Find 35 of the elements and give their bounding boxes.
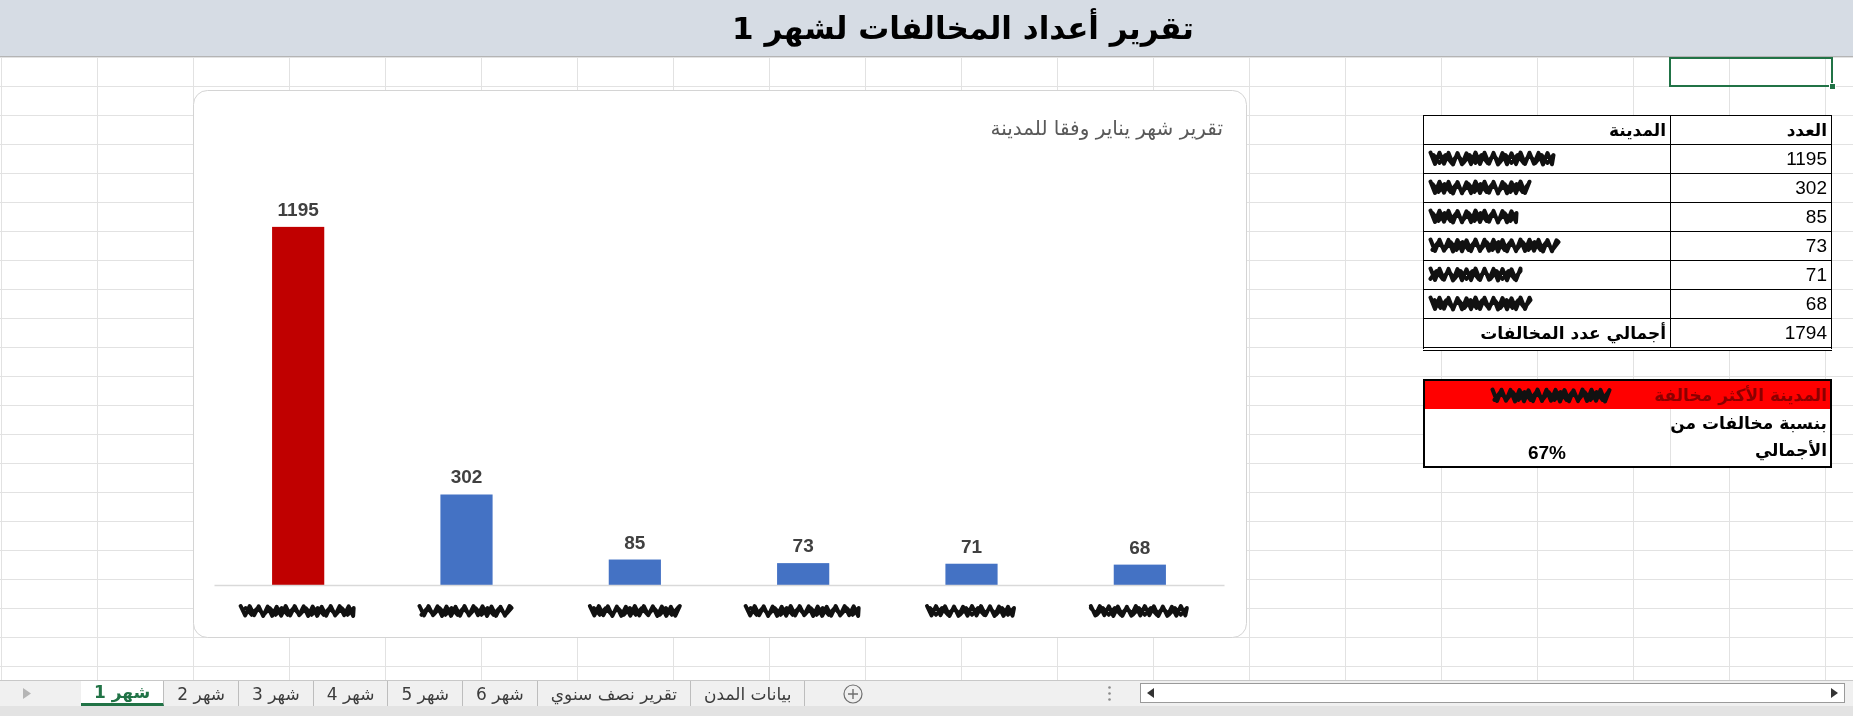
- sheet-tab: شهر 5: [388, 681, 464, 706]
- sheet-tab: شهر 1: [81, 681, 165, 706]
- bar: [608, 559, 661, 585]
- sheet-tab: تقرير نصف سنوي: [537, 681, 691, 706]
- data-label: 302: [450, 466, 483, 488]
- text: تقرير أعداد المخالفات لشهر 1: [732, 8, 1194, 48]
- bar: [1113, 564, 1166, 585]
- text: 302: [1795, 177, 1827, 199]
- text: 67%: [1527, 442, 1567, 464]
- sheet-tab: بيانات المدن: [690, 681, 806, 706]
- text: العدد: [1786, 119, 1827, 141]
- bar: [440, 494, 493, 585]
- text: 71: [1805, 264, 1827, 286]
- sheet-tab: شهر 3: [239, 681, 314, 706]
- sheet-tab: شهر 4: [313, 681, 389, 706]
- bar: [777, 563, 830, 585]
- text: 73: [1805, 235, 1827, 257]
- text: بنسبة مخالفات من الأجمالي: [1669, 412, 1827, 463]
- text: أجمالي عدد المخالفات: [1480, 322, 1666, 344]
- text: 1195: [1786, 148, 1827, 170]
- data-label: 68: [1129, 536, 1151, 558]
- text: المدينة الأكثر مخالفة: [1654, 384, 1827, 406]
- text: 1794: [1784, 322, 1827, 344]
- data-label: 73: [792, 535, 814, 557]
- sheet-tab: شهر 6: [463, 681, 538, 706]
- sheet-tab: شهر 2: [164, 681, 239, 706]
- text: 68: [1805, 293, 1827, 315]
- bar: [945, 563, 998, 585]
- data-label: 1195: [277, 198, 320, 220]
- data-label: 71: [960, 535, 983, 557]
- data-label: 85: [624, 531, 646, 553]
- text: 85: [1805, 206, 1827, 228]
- chart-title: تقرير شهر يناير وفقا للمدينة: [990, 116, 1223, 140]
- bar: [272, 226, 325, 585]
- text: المدينة: [1608, 119, 1666, 141]
